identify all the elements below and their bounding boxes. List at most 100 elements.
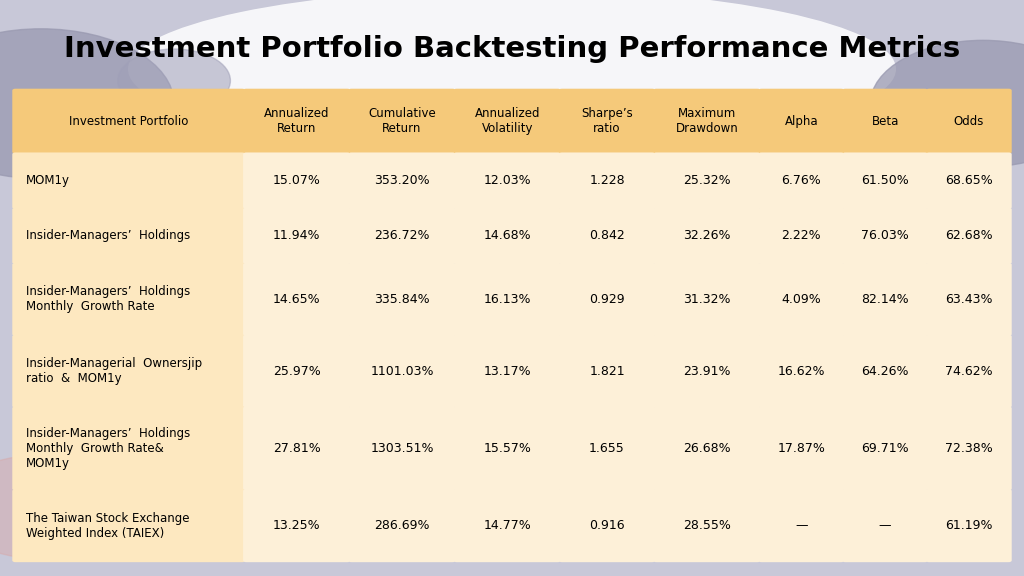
Text: Odds: Odds	[953, 115, 984, 128]
Text: 76.03%: 76.03%	[861, 229, 909, 242]
FancyBboxPatch shape	[759, 89, 844, 154]
Text: 1101.03%: 1101.03%	[371, 365, 434, 378]
FancyBboxPatch shape	[926, 208, 1012, 264]
Text: —: —	[795, 519, 808, 532]
Text: 23.91%: 23.91%	[683, 365, 730, 378]
FancyBboxPatch shape	[348, 335, 456, 408]
Text: 16.62%: 16.62%	[777, 365, 825, 378]
FancyBboxPatch shape	[243, 208, 350, 264]
FancyBboxPatch shape	[653, 263, 761, 336]
FancyBboxPatch shape	[653, 208, 761, 264]
FancyBboxPatch shape	[842, 407, 928, 490]
Text: 1.655: 1.655	[589, 442, 625, 455]
FancyBboxPatch shape	[243, 89, 350, 154]
FancyBboxPatch shape	[243, 263, 350, 336]
Text: 68.65%: 68.65%	[945, 174, 992, 187]
Circle shape	[0, 29, 174, 179]
Text: Insider-Managerial  Ownersjip
ratio  &  MOM1y: Insider-Managerial Ownersjip ratio & MOM…	[26, 357, 202, 385]
Text: 61.50%: 61.50%	[861, 174, 909, 187]
FancyBboxPatch shape	[759, 407, 844, 490]
FancyBboxPatch shape	[653, 407, 761, 490]
FancyBboxPatch shape	[842, 153, 928, 209]
FancyBboxPatch shape	[842, 263, 928, 336]
Text: Insider-Managers’  Holdings
Monthly  Growth Rate: Insider-Managers’ Holdings Monthly Growt…	[26, 285, 189, 313]
FancyBboxPatch shape	[759, 153, 844, 209]
Text: 0.929: 0.929	[589, 293, 625, 306]
FancyBboxPatch shape	[559, 335, 655, 408]
FancyBboxPatch shape	[12, 335, 245, 408]
Text: 1303.51%: 1303.51%	[371, 442, 434, 455]
FancyBboxPatch shape	[653, 153, 761, 209]
FancyBboxPatch shape	[842, 335, 928, 408]
Text: 0.916: 0.916	[589, 519, 625, 532]
Text: 1.821: 1.821	[589, 365, 625, 378]
Text: 17.87%: 17.87%	[777, 442, 825, 455]
FancyBboxPatch shape	[454, 208, 561, 264]
Text: 6.76%: 6.76%	[781, 174, 821, 187]
Text: Alpha: Alpha	[784, 115, 818, 128]
FancyBboxPatch shape	[454, 263, 561, 336]
FancyBboxPatch shape	[759, 335, 844, 408]
Text: 0.842: 0.842	[589, 229, 625, 242]
Text: 286.69%: 286.69%	[374, 519, 430, 532]
Text: 32.26%: 32.26%	[683, 229, 730, 242]
Text: Cumulative
Return: Cumulative Return	[368, 107, 436, 135]
Text: —: —	[879, 519, 891, 532]
FancyBboxPatch shape	[243, 153, 350, 209]
FancyBboxPatch shape	[12, 208, 245, 264]
Text: Insider-Managers’  Holdings
Monthly  Growth Rate&
MOM1y: Insider-Managers’ Holdings Monthly Growt…	[26, 427, 189, 470]
Text: 26.68%: 26.68%	[683, 442, 731, 455]
FancyBboxPatch shape	[653, 89, 761, 154]
Text: 27.81%: 27.81%	[272, 442, 321, 455]
FancyBboxPatch shape	[348, 263, 456, 336]
Bar	[907, 92, 933, 161]
FancyBboxPatch shape	[559, 89, 655, 154]
FancyBboxPatch shape	[559, 407, 655, 490]
FancyBboxPatch shape	[926, 153, 1012, 209]
Text: MOM1y: MOM1y	[26, 174, 70, 187]
Text: 25.97%: 25.97%	[272, 365, 321, 378]
Text: 13.17%: 13.17%	[483, 365, 531, 378]
Text: 2.22%: 2.22%	[781, 229, 821, 242]
FancyBboxPatch shape	[759, 489, 844, 562]
Text: 14.77%: 14.77%	[483, 519, 531, 532]
FancyBboxPatch shape	[926, 263, 1012, 336]
Text: 69.71%: 69.71%	[861, 442, 909, 455]
FancyBboxPatch shape	[12, 153, 245, 209]
FancyBboxPatch shape	[12, 89, 245, 154]
FancyBboxPatch shape	[348, 153, 456, 209]
FancyBboxPatch shape	[842, 489, 928, 562]
Text: 82.14%: 82.14%	[861, 293, 909, 306]
Circle shape	[118, 49, 230, 112]
Text: Beta: Beta	[871, 115, 899, 128]
Text: 74.62%: 74.62%	[945, 365, 992, 378]
Text: Investment Portfolio Backtesting Performance Metrics: Investment Portfolio Backtesting Perform…	[63, 35, 961, 63]
FancyBboxPatch shape	[926, 89, 1012, 154]
FancyBboxPatch shape	[842, 89, 928, 154]
Text: 4.09%: 4.09%	[781, 293, 821, 306]
FancyBboxPatch shape	[454, 89, 561, 154]
Circle shape	[0, 455, 133, 559]
FancyBboxPatch shape	[759, 263, 844, 336]
Text: 72.38%: 72.38%	[945, 442, 992, 455]
Text: 13.25%: 13.25%	[273, 519, 321, 532]
FancyBboxPatch shape	[842, 208, 928, 264]
FancyBboxPatch shape	[348, 89, 456, 154]
FancyBboxPatch shape	[348, 208, 456, 264]
Text: 61.19%: 61.19%	[945, 519, 992, 532]
Text: 1.228: 1.228	[589, 174, 625, 187]
FancyBboxPatch shape	[454, 407, 561, 490]
FancyBboxPatch shape	[926, 407, 1012, 490]
Text: The Taiwan Stock Exchange
Weighted Index (TAIEX): The Taiwan Stock Exchange Weighted Index…	[26, 511, 189, 540]
FancyBboxPatch shape	[243, 407, 350, 490]
Text: 14.65%: 14.65%	[273, 293, 321, 306]
Text: 16.13%: 16.13%	[483, 293, 530, 306]
Text: 14.68%: 14.68%	[483, 229, 531, 242]
Text: 15.57%: 15.57%	[483, 442, 531, 455]
FancyBboxPatch shape	[926, 335, 1012, 408]
Text: 353.20%: 353.20%	[374, 174, 430, 187]
FancyBboxPatch shape	[454, 153, 561, 209]
FancyBboxPatch shape	[243, 489, 350, 562]
Text: Investment Portfolio: Investment Portfolio	[69, 115, 188, 128]
FancyBboxPatch shape	[926, 489, 1012, 562]
